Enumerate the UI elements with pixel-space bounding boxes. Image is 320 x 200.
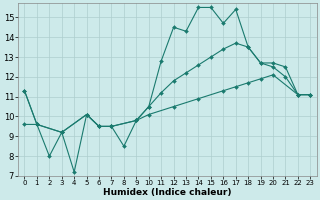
X-axis label: Humidex (Indice chaleur): Humidex (Indice chaleur) xyxy=(103,188,232,197)
